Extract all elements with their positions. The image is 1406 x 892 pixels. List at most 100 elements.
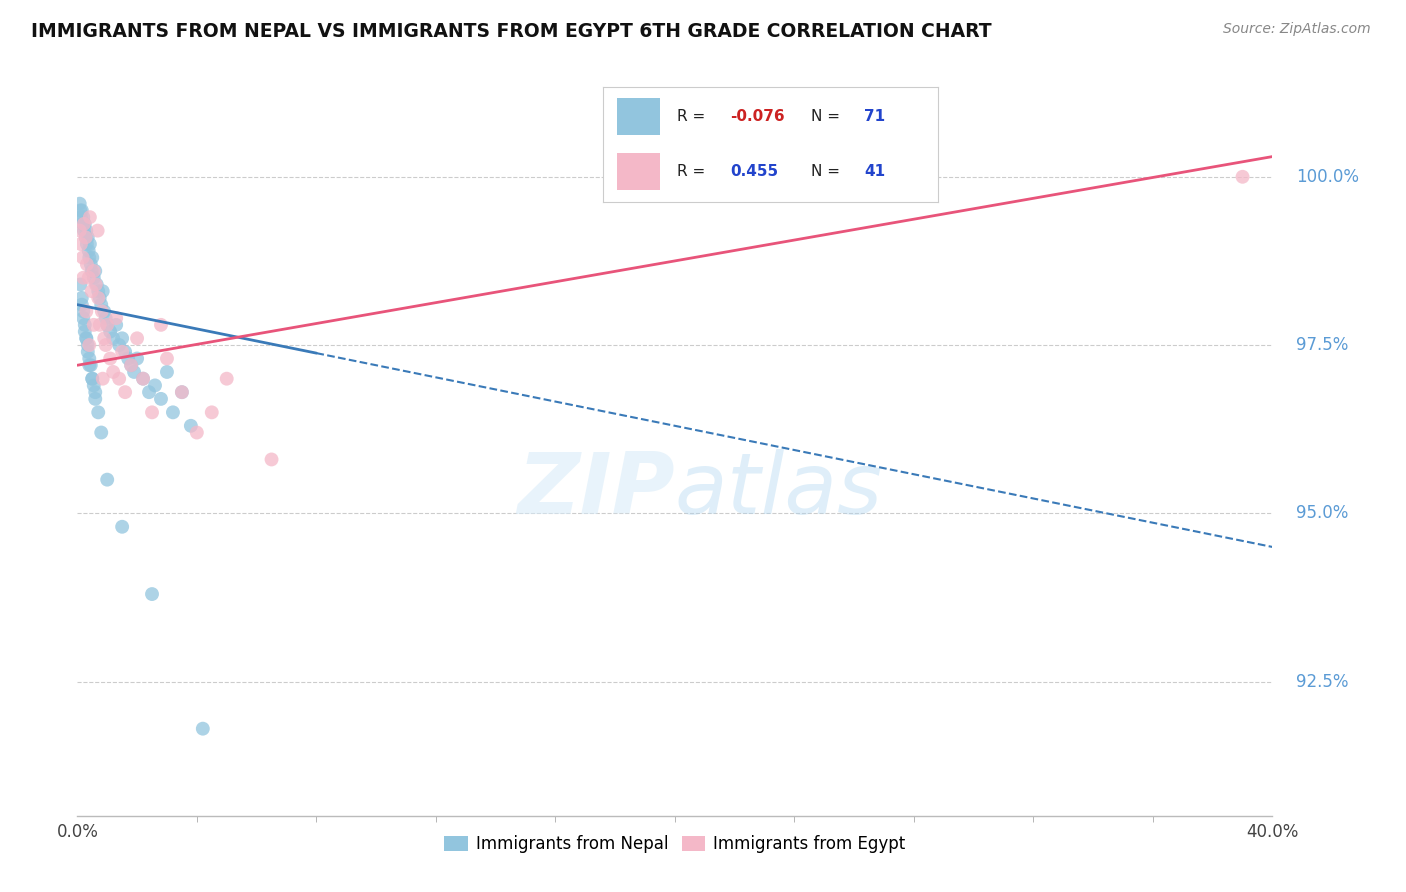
Point — [96, 318, 118, 332]
Point — [132, 372, 155, 386]
Point — [96, 473, 118, 487]
Point — [90, 304, 112, 318]
Text: 100.0%: 100.0% — [1296, 168, 1360, 186]
Point — [98, 351, 121, 366]
Point — [75, 331, 97, 345]
Point — [156, 365, 179, 379]
Point — [162, 405, 184, 419]
Point — [260, 452, 283, 467]
Point — [70, 291, 93, 305]
Point — [93, 331, 115, 345]
Point — [73, 217, 96, 231]
Point — [83, 318, 105, 332]
Point — [73, 318, 96, 332]
Point — [90, 425, 112, 440]
Point — [105, 318, 128, 332]
Point — [138, 385, 160, 400]
Point — [150, 318, 173, 332]
Point — [83, 378, 105, 392]
Point — [79, 210, 101, 224]
Point — [83, 264, 105, 278]
Point — [72, 270, 94, 285]
Point — [84, 277, 107, 292]
Point — [201, 405, 224, 419]
Point — [96, 318, 118, 332]
Point — [120, 358, 142, 372]
Point — [73, 224, 96, 238]
Point — [170, 385, 193, 400]
Point — [83, 270, 105, 285]
Point — [69, 196, 91, 211]
Point — [141, 587, 163, 601]
Point — [122, 365, 145, 379]
Point — [69, 203, 91, 218]
Point — [70, 237, 93, 252]
Legend: Immigrants from Nepal, Immigrants from Egypt: Immigrants from Nepal, Immigrants from E… — [437, 829, 912, 860]
Point — [76, 230, 98, 244]
Point — [180, 418, 202, 433]
Point — [69, 277, 91, 292]
Point — [108, 338, 131, 352]
Point — [87, 291, 110, 305]
Point — [186, 425, 208, 440]
Point — [82, 251, 104, 265]
Point — [72, 251, 94, 265]
Point — [94, 311, 117, 326]
Point — [108, 372, 131, 386]
Point — [73, 325, 96, 339]
Point — [80, 284, 103, 298]
Point — [86, 224, 108, 238]
Point — [80, 257, 103, 271]
Point — [75, 331, 97, 345]
Point — [76, 257, 98, 271]
Point — [114, 385, 136, 400]
Text: Source: ZipAtlas.com: Source: ZipAtlas.com — [1223, 22, 1371, 37]
Point — [143, 378, 166, 392]
Point — [91, 372, 114, 386]
Point — [70, 210, 93, 224]
Point — [80, 358, 103, 372]
Point — [150, 392, 173, 406]
Point — [70, 203, 93, 218]
Point — [87, 284, 110, 298]
Point — [77, 244, 100, 258]
Point — [82, 372, 104, 386]
Point — [191, 722, 214, 736]
Point — [79, 237, 101, 252]
Point — [87, 405, 110, 419]
Point — [94, 338, 117, 352]
Point — [75, 304, 97, 318]
Text: IMMIGRANTS FROM NEPAL VS IMMIGRANTS FROM EGYPT 6TH GRADE CORRELATION CHART: IMMIGRANTS FROM NEPAL VS IMMIGRANTS FROM… — [31, 22, 991, 41]
Point — [156, 351, 179, 366]
Point — [79, 251, 101, 265]
Point — [76, 237, 98, 252]
Point — [72, 304, 94, 318]
Point — [79, 351, 101, 366]
Point — [89, 318, 111, 332]
Point — [1232, 169, 1254, 184]
Point — [73, 217, 96, 231]
Point — [69, 224, 91, 238]
Point — [127, 351, 149, 366]
Text: atlas: atlas — [675, 449, 883, 532]
Point — [98, 325, 121, 339]
Point — [120, 358, 142, 372]
Point — [76, 338, 98, 352]
Point — [114, 344, 136, 359]
Point — [75, 224, 97, 238]
Point — [79, 338, 101, 352]
Point — [105, 311, 128, 326]
Point — [82, 372, 104, 386]
Point — [84, 385, 107, 400]
Point — [89, 291, 111, 305]
Point — [103, 365, 124, 379]
Point — [70, 298, 93, 312]
Text: 97.5%: 97.5% — [1296, 336, 1348, 354]
Text: 92.5%: 92.5% — [1296, 673, 1348, 690]
Point — [72, 217, 94, 231]
Point — [75, 230, 97, 244]
Point — [141, 405, 163, 419]
Point — [111, 520, 134, 534]
Point — [75, 230, 97, 244]
Text: 95.0%: 95.0% — [1296, 504, 1348, 523]
